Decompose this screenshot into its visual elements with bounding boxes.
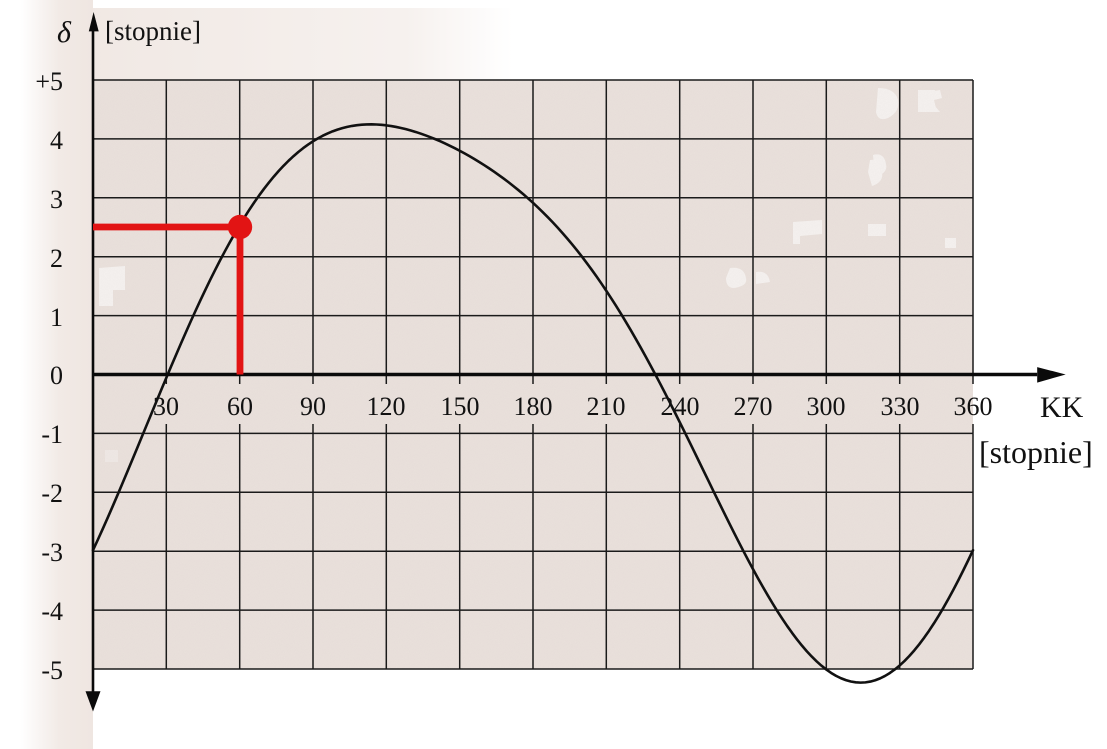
svg-text:2: 2 bbox=[50, 244, 63, 273]
svg-text:30: 30 bbox=[153, 392, 179, 421]
svg-text:4: 4 bbox=[50, 126, 63, 155]
svg-text:-1: -1 bbox=[41, 420, 63, 449]
svg-text:-4: -4 bbox=[41, 597, 63, 626]
svg-text:120: 120 bbox=[367, 392, 406, 421]
svg-text:1: 1 bbox=[50, 303, 63, 332]
svg-text:[stopnie]: [stopnie] bbox=[979, 434, 1093, 470]
svg-text:300: 300 bbox=[807, 392, 846, 421]
svg-text:-2: -2 bbox=[41, 479, 63, 508]
svg-text:60: 60 bbox=[227, 392, 253, 421]
svg-text:150: 150 bbox=[441, 392, 480, 421]
svg-text:210: 210 bbox=[587, 392, 626, 421]
svg-text:KK: KK bbox=[1040, 391, 1084, 424]
svg-text:330: 330 bbox=[881, 392, 920, 421]
svg-text:δ: δ bbox=[57, 16, 72, 49]
svg-text:0: 0 bbox=[50, 361, 63, 390]
svg-text:180: 180 bbox=[514, 392, 553, 421]
svg-text:3: 3 bbox=[50, 185, 63, 214]
svg-text:240: 240 bbox=[661, 392, 700, 421]
svg-text:360: 360 bbox=[954, 392, 993, 421]
svg-text:270: 270 bbox=[734, 392, 773, 421]
svg-text:90: 90 bbox=[300, 392, 326, 421]
svg-text:-5: -5 bbox=[41, 656, 63, 685]
svg-text:-3: -3 bbox=[41, 538, 63, 567]
svg-text:[stopnie]: [stopnie] bbox=[105, 16, 201, 46]
svg-text:+5: +5 bbox=[35, 67, 63, 96]
